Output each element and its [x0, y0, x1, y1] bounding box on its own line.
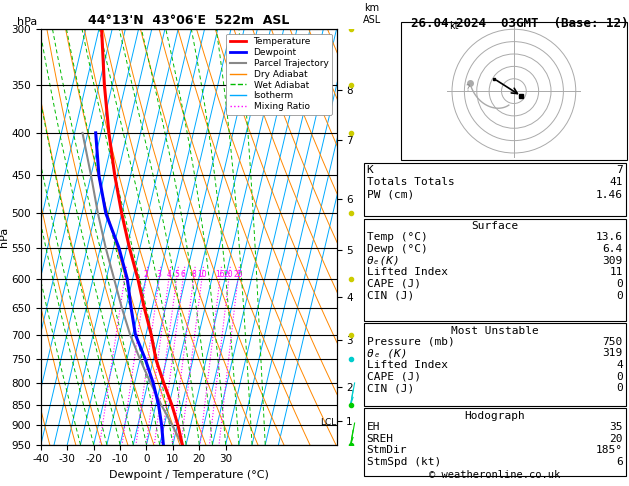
Text: 6: 6	[616, 457, 623, 467]
Text: 35: 35	[610, 422, 623, 432]
Text: 4: 4	[167, 270, 171, 279]
Title: 44°13'N  43°06'E  522m  ASL: 44°13'N 43°06'E 522m ASL	[88, 14, 289, 27]
Text: StmDir: StmDir	[367, 445, 407, 455]
Text: SREH: SREH	[367, 434, 394, 444]
Text: Most Unstable: Most Unstable	[451, 326, 538, 336]
Text: 41: 41	[610, 177, 623, 188]
Text: 0: 0	[616, 372, 623, 382]
Text: kt: kt	[450, 21, 459, 31]
Text: 6.4: 6.4	[603, 244, 623, 254]
Y-axis label: hPa: hPa	[0, 227, 9, 247]
Text: 13.6: 13.6	[596, 232, 623, 243]
Legend: Temperature, Dewpoint, Parcel Trajectory, Dry Adiabat, Wet Adiabat, Isotherm, Mi: Temperature, Dewpoint, Parcel Trajectory…	[226, 34, 332, 115]
Text: 309: 309	[603, 256, 623, 266]
Text: 16: 16	[215, 270, 225, 279]
Text: 26.04.2024  03GMT  (Base: 12): 26.04.2024 03GMT (Base: 12)	[411, 17, 628, 30]
Text: 319: 319	[603, 348, 623, 359]
Text: 3: 3	[157, 270, 162, 279]
Text: K: K	[367, 165, 374, 175]
Text: 0: 0	[616, 383, 623, 394]
Text: 750: 750	[603, 337, 623, 347]
Text: Surface: Surface	[471, 221, 518, 231]
Text: PW (cm): PW (cm)	[367, 190, 414, 200]
Text: hPa: hPa	[17, 17, 38, 27]
Y-axis label: km
ASL: km ASL	[363, 3, 381, 25]
Text: Pressure (mb): Pressure (mb)	[367, 337, 455, 347]
Text: Hodograph: Hodograph	[464, 411, 525, 421]
Text: 0: 0	[616, 291, 623, 301]
X-axis label: Dewpoint / Temperature (°C): Dewpoint / Temperature (°C)	[109, 470, 269, 480]
Text: CIN (J): CIN (J)	[367, 291, 414, 301]
Text: CIN (J): CIN (J)	[367, 383, 414, 394]
Text: Lifted Index: Lifted Index	[367, 360, 448, 370]
Text: 185°: 185°	[596, 445, 623, 455]
Text: 10: 10	[197, 270, 207, 279]
Text: © weatheronline.co.uk: © weatheronline.co.uk	[429, 470, 560, 480]
Text: 4: 4	[616, 360, 623, 370]
Text: ?: ?	[465, 84, 470, 93]
Text: LCL: LCL	[320, 418, 336, 427]
Text: 1: 1	[122, 270, 127, 279]
Text: 20: 20	[610, 434, 623, 444]
Text: θₑ(K): θₑ(K)	[367, 256, 401, 266]
Text: 1.46: 1.46	[596, 190, 623, 200]
Text: 0: 0	[616, 279, 623, 289]
Text: θₑ (K): θₑ (K)	[367, 348, 407, 359]
Text: Dewp (°C): Dewp (°C)	[367, 244, 428, 254]
Text: 8: 8	[191, 270, 196, 279]
Text: 2: 2	[143, 270, 148, 279]
Text: CAPE (J): CAPE (J)	[367, 372, 421, 382]
Text: EH: EH	[367, 422, 380, 432]
Text: 20: 20	[224, 270, 233, 279]
Text: 11: 11	[610, 267, 623, 278]
Text: Totals Totals: Totals Totals	[367, 177, 455, 188]
Text: StmSpd (kt): StmSpd (kt)	[367, 457, 441, 467]
Text: 6: 6	[181, 270, 186, 279]
Text: 25: 25	[233, 270, 243, 279]
Text: 7: 7	[616, 165, 623, 175]
Text: Temp (°C): Temp (°C)	[367, 232, 428, 243]
Text: CAPE (J): CAPE (J)	[367, 279, 421, 289]
Text: 5: 5	[174, 270, 179, 279]
Text: Lifted Index: Lifted Index	[367, 267, 448, 278]
